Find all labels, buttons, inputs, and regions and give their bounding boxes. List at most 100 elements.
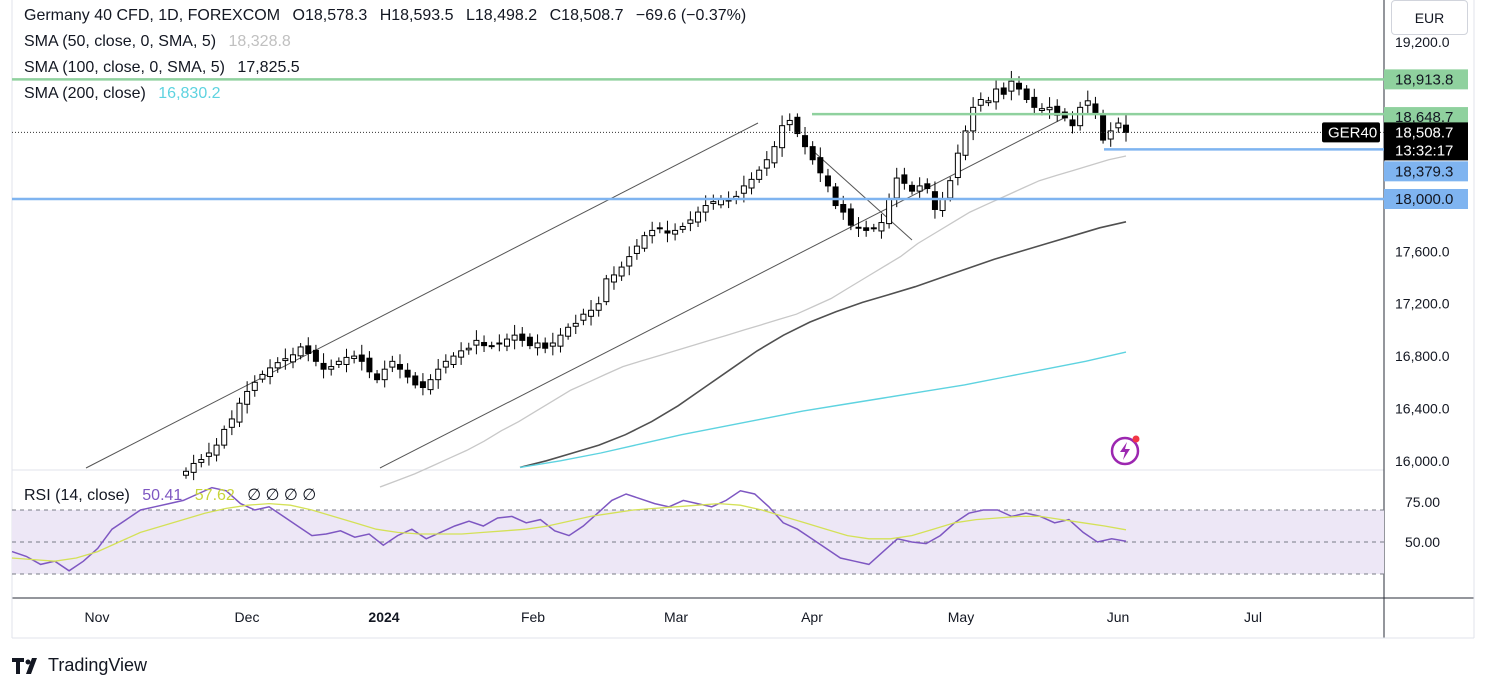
- time-tick-label: Nov: [85, 609, 110, 625]
- candle: [1031, 88, 1038, 116]
- candle-body: [794, 116, 801, 135]
- rsi-ma-value: 57.62: [194, 487, 235, 504]
- candle-body: [366, 357, 373, 373]
- candle-body: [580, 313, 587, 321]
- candle-body: [786, 119, 793, 126]
- price-tick-label: 16,800.0: [1395, 348, 1450, 364]
- candle-body: [205, 452, 212, 457]
- candle: [259, 370, 266, 383]
- candle: [618, 261, 625, 281]
- candle-body: [213, 444, 220, 456]
- sma200-legend[interactable]: SMA (200, close) 16,830.2: [24, 85, 221, 103]
- candle: [450, 352, 457, 369]
- price-label-green: 18,913.8: [1384, 69, 1468, 90]
- candle: [335, 357, 342, 369]
- candle: [183, 467, 189, 479]
- candle: [687, 211, 694, 232]
- rsi-tick-label: 75.00: [1405, 494, 1440, 510]
- candle-body: [641, 235, 648, 249]
- candle: [641, 231, 648, 252]
- candle-body: [748, 178, 755, 189]
- price-label-text: 18,913.8: [1395, 71, 1453, 88]
- candle: [511, 324, 518, 350]
- candle-body: [442, 360, 449, 368]
- price-label-current: 18,508.7: [1384, 122, 1468, 143]
- candle-body: [1084, 100, 1091, 106]
- candle-body: [1008, 80, 1015, 92]
- candle: [924, 178, 931, 194]
- candle: [351, 350, 358, 364]
- symbol-tag: GER40: [1322, 122, 1380, 143]
- sma50-legend[interactable]: SMA (50, close, 0, SMA, 5) 18,328.8: [24, 33, 291, 51]
- candle-body: [633, 245, 640, 254]
- candle: [1084, 90, 1091, 115]
- candle-body: [771, 146, 778, 164]
- flash-icon[interactable]: [1109, 434, 1141, 466]
- price-label-text: 18,648.7: [1395, 109, 1453, 126]
- candle: [809, 141, 816, 165]
- candle: [909, 181, 916, 195]
- candle-body: [488, 345, 495, 348]
- candle: [633, 239, 640, 260]
- candle: [565, 323, 572, 340]
- candle-body: [1100, 113, 1107, 141]
- candle-body: [855, 226, 862, 229]
- tradingview-logo[interactable]: TradingView: [12, 655, 147, 676]
- candle-body: [251, 381, 258, 391]
- rsi-legend[interactable]: RSI (14, close) 50.41 57.62 ∅ ∅ ∅ ∅: [24, 485, 316, 505]
- candle: [962, 125, 969, 161]
- candle-body: [924, 183, 931, 190]
- candle-body: [481, 341, 488, 347]
- candle: [328, 359, 335, 376]
- candle-body: [496, 342, 503, 345]
- candle-body: [1069, 119, 1076, 127]
- candle-body: [542, 342, 549, 349]
- sma200-label: SMA (200, close): [24, 85, 146, 102]
- candle-body: [221, 428, 228, 446]
- rsi-band: [12, 510, 1384, 574]
- candle-body: [351, 355, 358, 359]
- candle-body: [389, 360, 396, 368]
- ohlc-open: O18,578.3: [292, 7, 368, 24]
- candle-body: [962, 130, 969, 156]
- candle: [198, 454, 205, 468]
- candle-body: [228, 418, 235, 428]
- candle: [771, 141, 778, 168]
- candle: [824, 168, 831, 193]
- candle-body: [312, 349, 319, 362]
- candle: [580, 308, 587, 326]
- candle-body: [779, 125, 786, 149]
- candle: [695, 206, 702, 227]
- candle: [1107, 122, 1114, 147]
- candle-body: [374, 373, 381, 381]
- candle-body: [190, 462, 197, 473]
- price-label-blue: 18,379.3: [1384, 161, 1468, 182]
- candle: [305, 337, 312, 362]
- candle-body: [672, 229, 679, 235]
- sma100-legend[interactable]: SMA (100, close, 0, SMA, 5) 17,825.5: [24, 59, 300, 77]
- candle-body: [840, 203, 847, 213]
- candle: [786, 113, 793, 131]
- candle-body: [198, 459, 205, 463]
- tradingview-logo-icon: [12, 657, 37, 674]
- candle-body: [259, 373, 266, 380]
- candle-body: [802, 135, 809, 148]
- candle-body: [618, 266, 625, 277]
- currency-button[interactable]: EUR: [1391, 0, 1468, 35]
- candle: [374, 369, 381, 384]
- candle: [870, 223, 877, 232]
- candle-body: [557, 334, 564, 347]
- price-label-bg: [1384, 107, 1468, 128]
- sma50-value: 18,328.8: [228, 33, 291, 50]
- price-tick-label: 17,200.0: [1395, 296, 1450, 312]
- candle-body: [503, 338, 510, 347]
- candle-body: [603, 278, 610, 303]
- candle-body: [297, 346, 304, 357]
- candle: [481, 335, 488, 352]
- candle-body: [396, 363, 403, 370]
- sma100-label: SMA (100, close, 0, SMA, 5): [24, 59, 225, 76]
- candle-body: [450, 355, 457, 365]
- candle: [274, 357, 281, 373]
- candle: [832, 183, 839, 210]
